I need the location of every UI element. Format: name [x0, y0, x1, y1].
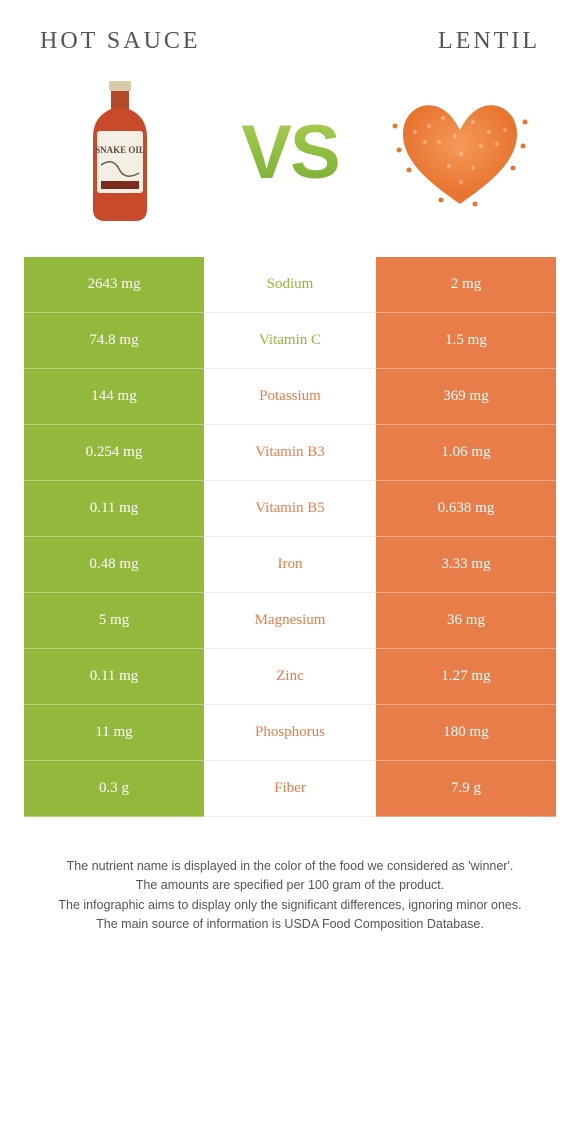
nutrient-row: 0.48 mgIron3.33 mg	[24, 537, 556, 593]
value-left: 2643 mg	[24, 257, 204, 313]
nutrient-row: 11 mgPhosphorus180 mg	[24, 705, 556, 761]
value-left: 0.11 mg	[24, 481, 204, 537]
nutrient-name: Vitamin B5	[204, 481, 376, 537]
footer-line: The amounts are specified per 100 gram o…	[30, 876, 550, 895]
value-right: 1.06 mg	[376, 425, 556, 481]
nutrient-name: Zinc	[204, 649, 376, 705]
value-right: 1.27 mg	[376, 649, 556, 705]
nutrient-row: 144 mgPotassium369 mg	[24, 369, 556, 425]
nutrient-row: 5 mgMagnesium36 mg	[24, 593, 556, 649]
infographic: HOT SAUCE LENTIL SNAKE OIL VS	[0, 0, 580, 935]
value-left: 0.11 mg	[24, 649, 204, 705]
nutrient-row: 74.8 mgVitamin C1.5 mg	[24, 313, 556, 369]
value-left: 11 mg	[24, 705, 204, 761]
value-right: 180 mg	[376, 705, 556, 761]
hot-sauce-image: SNAKE OIL	[40, 77, 200, 227]
vs-label: VS	[241, 109, 338, 196]
hero-row: SNAKE OIL VS	[0, 63, 580, 257]
value-left: 0.48 mg	[24, 537, 204, 593]
nutrient-name: Phosphorus	[204, 705, 376, 761]
nutrient-name: Vitamin B3	[204, 425, 376, 481]
lentil-image	[380, 77, 540, 227]
nutrient-name: Vitamin C	[204, 313, 376, 369]
value-left: 0.254 mg	[24, 425, 204, 481]
footer-notes: The nutrient name is displayed in the co…	[30, 857, 550, 935]
value-left: 0.3 g	[24, 761, 204, 817]
bottle-label-text: SNAKE OIL	[95, 145, 145, 155]
footer-line: The infographic aims to display only the…	[30, 896, 550, 915]
value-left: 5 mg	[24, 593, 204, 649]
value-right: 369 mg	[376, 369, 556, 425]
title-right: LENTIL	[438, 28, 540, 55]
value-right: 0.638 mg	[376, 481, 556, 537]
nutrient-row: 2643 mgSodium2 mg	[24, 257, 556, 313]
nutrient-name: Fiber	[204, 761, 376, 817]
nutrient-name: Iron	[204, 537, 376, 593]
nutrient-table: 2643 mgSodium2 mg74.8 mgVitamin C1.5 mg1…	[24, 257, 556, 817]
header: HOT SAUCE LENTIL	[0, 0, 580, 63]
footer-line: The nutrient name is displayed in the co…	[30, 857, 550, 876]
value-right: 1.5 mg	[376, 313, 556, 369]
value-right: 2 mg	[376, 257, 556, 313]
value-left: 74.8 mg	[24, 313, 204, 369]
nutrient-row: 0.254 mgVitamin B31.06 mg	[24, 425, 556, 481]
nutrient-row: 0.11 mgVitamin B50.638 mg	[24, 481, 556, 537]
value-right: 3.33 mg	[376, 537, 556, 593]
value-left: 144 mg	[24, 369, 204, 425]
nutrient-row: 0.3 gFiber7.9 g	[24, 761, 556, 817]
nutrient-name: Magnesium	[204, 593, 376, 649]
footer-line: The main source of information is USDA F…	[30, 915, 550, 934]
value-right: 7.9 g	[376, 761, 556, 817]
title-left: HOT SAUCE	[40, 28, 201, 55]
nutrient-name: Sodium	[204, 257, 376, 313]
nutrient-name: Potassium	[204, 369, 376, 425]
value-right: 36 mg	[376, 593, 556, 649]
nutrient-row: 0.11 mgZinc1.27 mg	[24, 649, 556, 705]
